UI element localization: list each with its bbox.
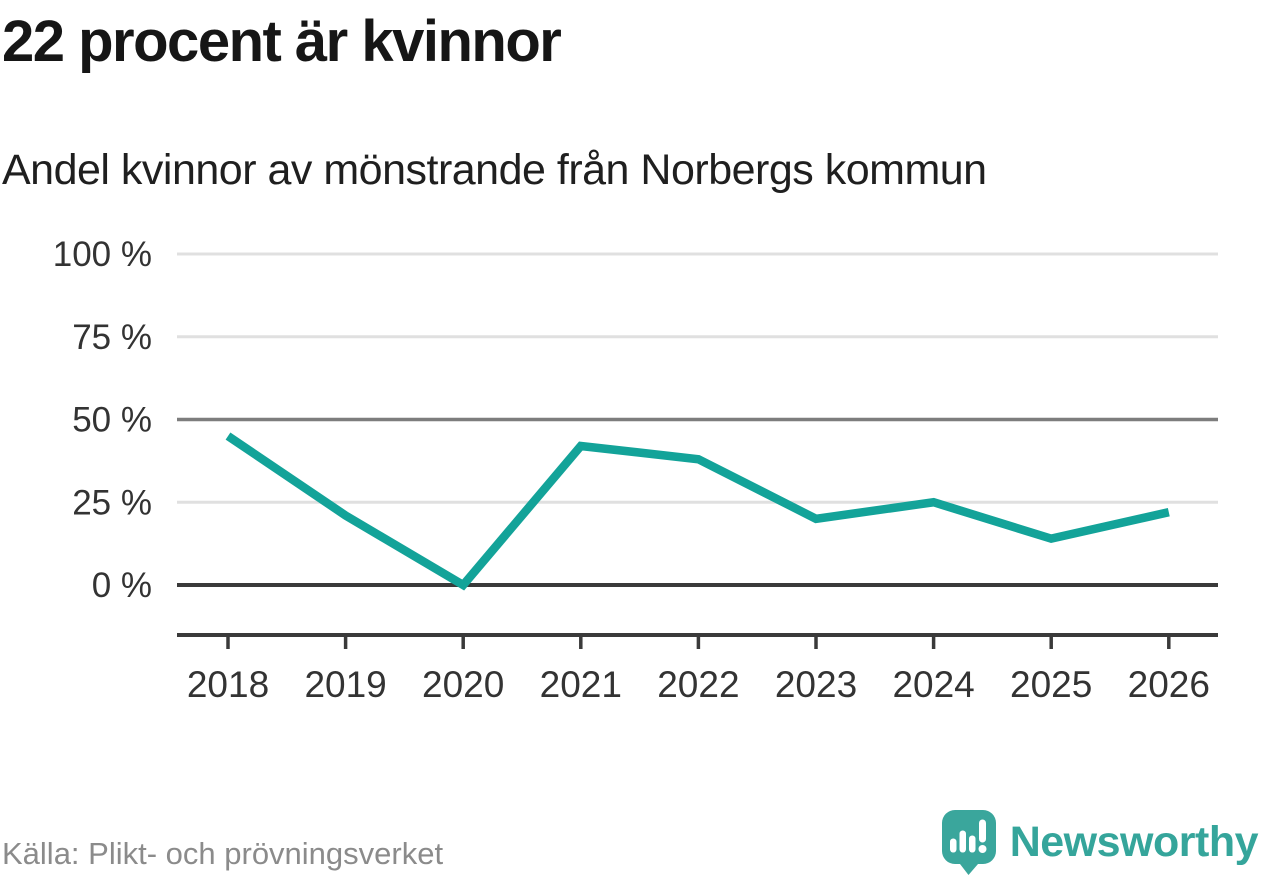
y-tick-label: 75 %: [72, 318, 152, 357]
x-tick-label: 2024: [892, 664, 974, 705]
newsworthy-logo-text: Newsworthy: [1009, 817, 1259, 866]
source-note: Källa: Plikt- och prövningsverket: [2, 836, 444, 871]
newsworthy-speech-bubble-bar-chart-icon: [938, 808, 1000, 876]
y-tick-label: 0 %: [92, 566, 152, 605]
chart-subtitle: Andel kvinnor av mönstrande från Norberg…: [2, 146, 987, 194]
x-tick-label: 2018: [187, 664, 269, 705]
x-tick-label: 2022: [657, 664, 739, 705]
x-tick-label: 2020: [422, 664, 504, 705]
y-tick-label: 100 %: [53, 235, 152, 274]
x-tick-label: 2026: [1128, 664, 1210, 705]
x-tick-label: 2025: [1010, 664, 1092, 705]
newsworthy-logo: Newsworthy: [938, 808, 1259, 876]
chart-title: 22 procent är kvinnor: [2, 9, 562, 74]
data-line: [225, 432, 1170, 591]
y-tick-label: 25 %: [72, 483, 152, 522]
y-tick-label: 50 %: [72, 401, 152, 440]
x-tick-label: 2021: [540, 664, 622, 705]
x-tick-label: 2023: [775, 664, 857, 705]
x-tick-label: 2019: [304, 664, 386, 705]
